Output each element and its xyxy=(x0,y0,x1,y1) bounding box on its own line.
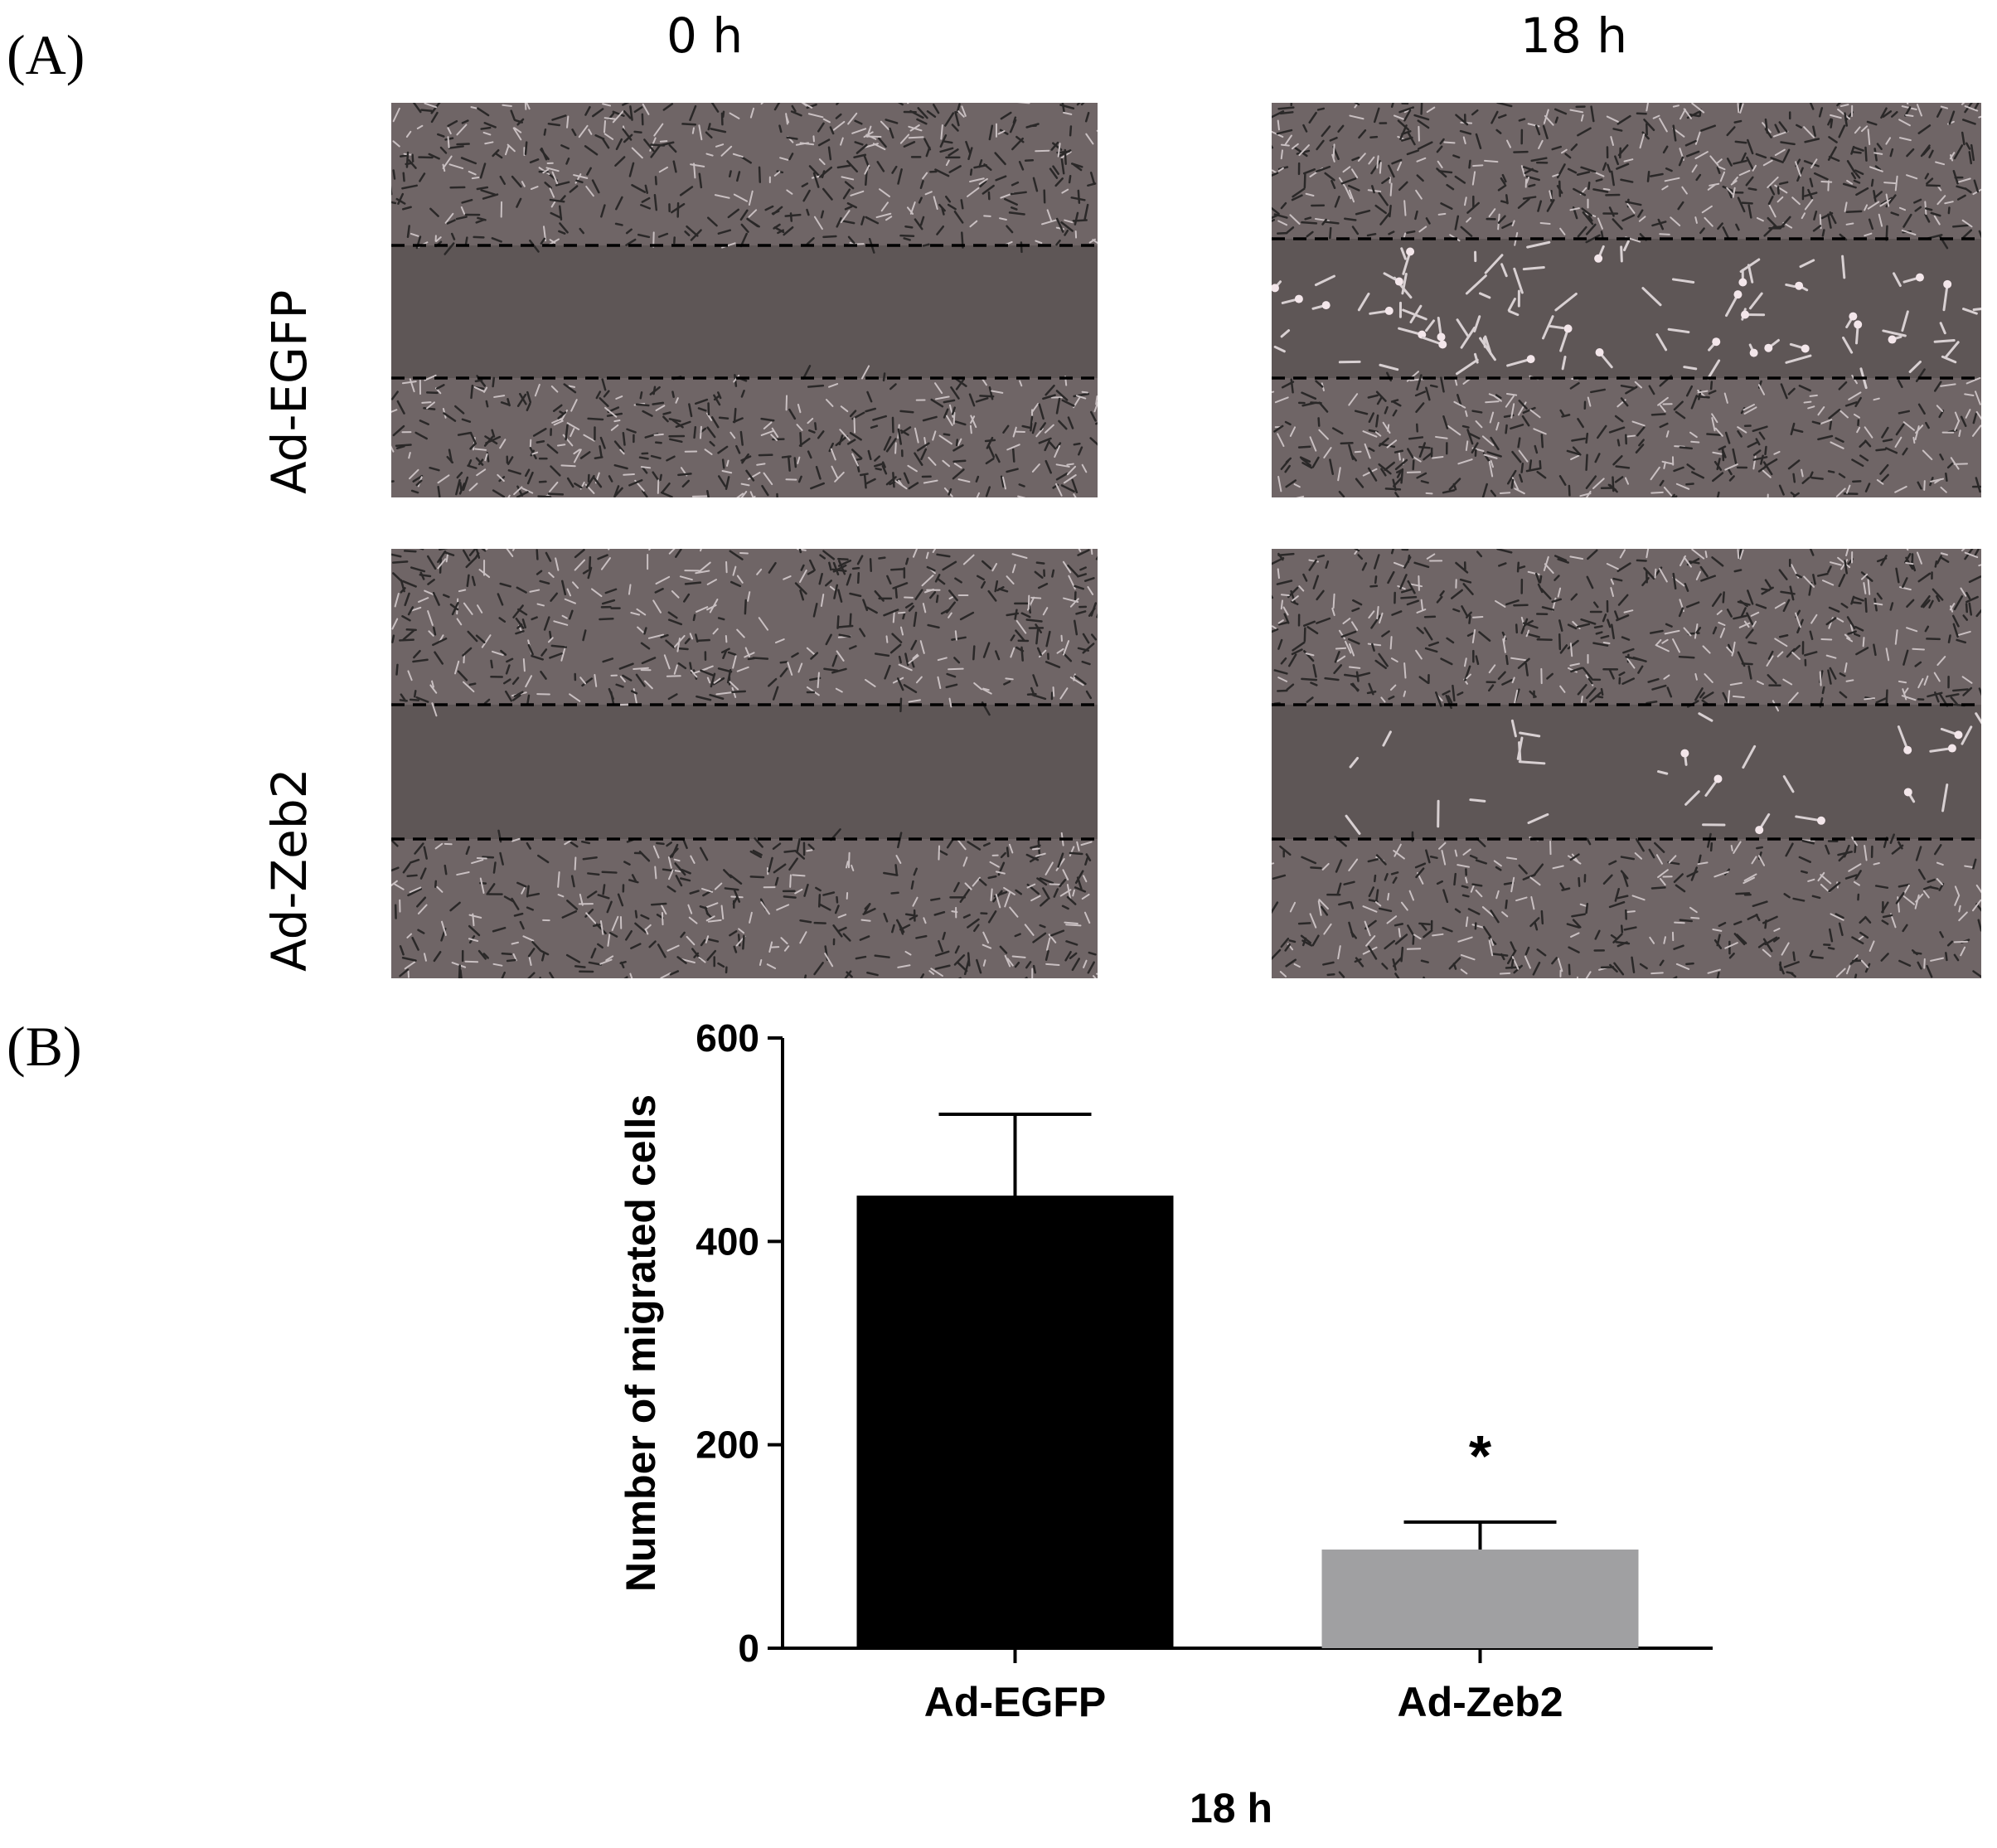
micrograph-ad-zeb2-18h xyxy=(1272,549,1981,978)
cell-texture xyxy=(1272,549,1981,978)
x-tick-label-Ad-Zeb2: Ad-Zeb2 xyxy=(1398,1679,1563,1725)
y-tick-label-200: 200 xyxy=(696,1424,759,1467)
bar-Ad-Zeb2 xyxy=(1321,1550,1639,1648)
y-tick-label-600: 600 xyxy=(696,1016,759,1060)
bar-Ad-EGFP xyxy=(856,1196,1174,1648)
micrograph-ad-egfp-0h xyxy=(391,103,1098,497)
x-tick-label-Ad-EGFP: Ad-EGFP xyxy=(924,1679,1106,1725)
row-label-ad-egfp: Ad-EGFP xyxy=(261,289,317,494)
scratch-wound xyxy=(1272,239,1981,378)
y-axis-title: Number of migrated cells xyxy=(618,1094,664,1592)
panel-a-label: (A) xyxy=(7,23,85,86)
bar-chart: 0 200 400 600 Ad-EGFP Ad-Zeb2 * Number of migra… xyxy=(618,1016,1713,1831)
y-tick-label-0: 0 xyxy=(738,1627,759,1670)
y-tick-label-400: 400 xyxy=(696,1220,759,1263)
micrograph-ad-egfp-18h xyxy=(1272,103,1981,497)
column-header-0h: 0 h xyxy=(666,7,744,64)
column-header-18h: 18 h xyxy=(1520,7,1627,64)
cell-texture xyxy=(1272,103,1981,497)
x-axis-title: 18 h xyxy=(1190,1785,1272,1831)
cell-texture xyxy=(391,103,1098,497)
scratch-wound xyxy=(391,245,1098,378)
micrograph-ad-zeb2-0h xyxy=(391,549,1098,978)
scratch-wound xyxy=(1272,705,1981,839)
scratch-wound xyxy=(391,705,1098,839)
row-label-ad-zeb2: Ad-Zeb2 xyxy=(261,768,317,972)
significance-marker: * xyxy=(1469,1424,1492,1488)
panel-b-label: (B) xyxy=(7,1015,82,1078)
cell-texture xyxy=(391,549,1098,978)
